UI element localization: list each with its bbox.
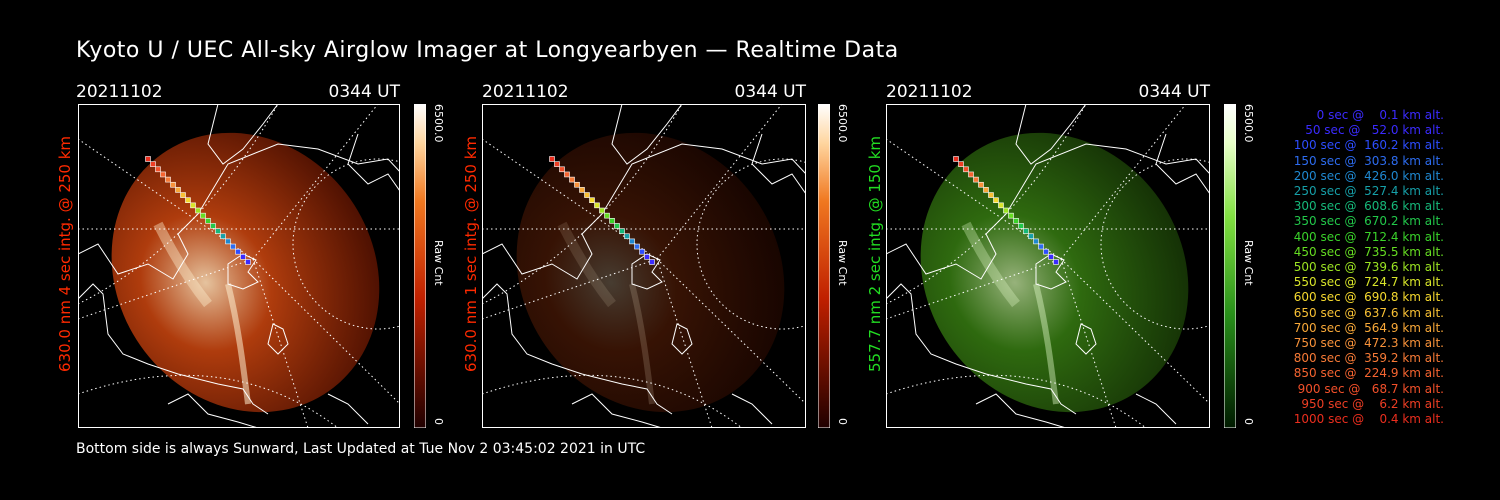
legend-row: 600 sec @ 690.8 km alt. bbox=[1289, 290, 1444, 305]
legend-row: 0 sec @ 0.1 km alt. bbox=[1305, 108, 1444, 122]
panel-1-colorbar bbox=[414, 104, 426, 428]
legend-row: 50 sec @ 52.0 km alt. bbox=[1297, 123, 1444, 138]
panel-3-time: 0344 UT bbox=[1138, 82, 1211, 102]
legend-row: 700 sec @ 564.9 km alt. bbox=[1289, 320, 1444, 335]
legend-row: 800 sec @ 359.2 km alt. bbox=[1289, 351, 1444, 366]
legend-row: 750 sec @ 472.3 km alt. bbox=[1289, 336, 1444, 351]
panel-2-wavelength-label: 630.0 nm 1 sec intg. @ 250 km bbox=[462, 135, 480, 372]
legend-row: 300 sec @ 608.6 km alt. bbox=[1289, 199, 1444, 214]
panel-3-allsky-image bbox=[886, 104, 1210, 428]
legend-row: 650 sec @ 637.6 km alt. bbox=[1289, 305, 1444, 320]
panel-3-colorbar-min: 0 bbox=[1242, 418, 1255, 425]
legend-row: 400 sec @ 712.4 km alt. bbox=[1289, 229, 1444, 244]
panel-1-colorbar-unit: Raw Cnt bbox=[432, 240, 445, 286]
panel-1-colorbar-max: 6500.0 bbox=[432, 104, 445, 143]
panel-3-colorbar bbox=[1224, 104, 1236, 428]
panel-2-colorbar-unit: Raw Cnt bbox=[836, 240, 849, 286]
trajectory-legend: 0 sec @ 0.1 km alt. 50 sec @ 52.0 km alt… bbox=[1262, 108, 1444, 427]
panel-1-wavelength-label: 630.0 nm 4 sec intg. @ 250 km bbox=[56, 135, 74, 372]
panel-2-colorbar-min: 0 bbox=[836, 418, 849, 425]
panel-3-colorbar-unit: Raw Cnt bbox=[1242, 240, 1255, 286]
panel-2-allsky-image bbox=[482, 104, 806, 428]
panel-3-colorbar-max: 6500.0 bbox=[1242, 104, 1255, 143]
panel-3-date: 20211102 bbox=[886, 82, 973, 102]
legend-row: 250 sec @ 527.4 km alt. bbox=[1289, 184, 1444, 199]
footer-update-note: Bottom side is always Sunward, Last Upda… bbox=[76, 441, 646, 457]
legend-row: 200 sec @ 426.0 km alt. bbox=[1289, 168, 1444, 183]
panel-3-wavelength-label: 557.7 nm 2 sec intg. @ 150 km bbox=[866, 135, 884, 372]
panel-1-allsky-image bbox=[78, 104, 400, 428]
page-title: Kyoto U / UEC All-sky Airglow Imager at … bbox=[76, 38, 899, 63]
panel-1-date: 20211102 bbox=[76, 82, 163, 102]
panel-2-colorbar bbox=[818, 104, 830, 428]
legend-row: 450 sec @ 735.5 km alt. bbox=[1289, 244, 1444, 259]
panel-2-colorbar-max: 6500.0 bbox=[836, 104, 849, 143]
legend-row: 550 sec @ 724.7 km alt. bbox=[1289, 275, 1444, 290]
legend-row: 350 sec @ 670.2 km alt. bbox=[1289, 214, 1444, 229]
legend-row: 500 sec @ 739.6 km alt. bbox=[1289, 260, 1444, 275]
legend-row: 100 sec @ 160.2 km alt. bbox=[1289, 138, 1444, 153]
legend-row: 1000 sec @ 0.4 km alt. bbox=[1293, 412, 1444, 427]
legend-row: 900 sec @ 68.7 km alt. bbox=[1293, 381, 1444, 396]
panel-1-colorbar-min: 0 bbox=[432, 418, 445, 425]
panel-2-date: 20211102 bbox=[482, 82, 569, 102]
legend-row: 850 sec @ 224.9 km alt. bbox=[1289, 366, 1444, 381]
legend-row: 950 sec @ 6.2 km alt. bbox=[1297, 396, 1444, 411]
panel-2-time: 0344 UT bbox=[734, 82, 807, 102]
panel-1-time: 0344 UT bbox=[328, 82, 401, 102]
legend-row: 150 sec @ 303.8 km alt. bbox=[1289, 153, 1444, 168]
